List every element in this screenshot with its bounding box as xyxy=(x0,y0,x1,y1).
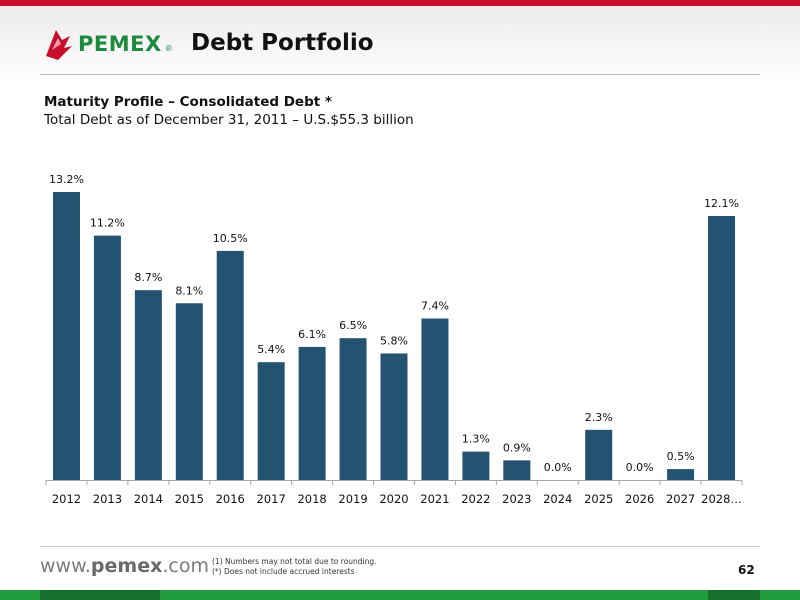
x-tick-label: 2014 xyxy=(134,492,163,506)
x-tick-label: 2015 xyxy=(175,492,204,506)
footer-divider xyxy=(40,546,760,547)
footnote-rounding: (1) Numbers may not total due to roundin… xyxy=(212,557,377,566)
x-tick-label: 2023 xyxy=(502,492,531,506)
pemex-eagle-icon xyxy=(46,30,72,60)
bar-2025 xyxy=(585,429,613,480)
chart-subtitle-line1: Maturity Profile – Consolidated Debt * xyxy=(44,94,332,110)
data-label: 5.8% xyxy=(380,334,408,347)
data-label: 10.5% xyxy=(213,232,248,245)
bar-2019 xyxy=(339,338,367,480)
pemex-logo: PEMEX ® xyxy=(42,26,173,62)
x-tick-label: 2012 xyxy=(52,492,81,506)
bottom-accent-bar xyxy=(0,590,800,600)
data-label: 0.0% xyxy=(626,461,654,474)
x-tick-label: 2027 xyxy=(666,492,695,506)
x-tick-label: 2025 xyxy=(584,492,613,506)
x-tick-label: 2019 xyxy=(338,492,367,506)
url-brand: pemex xyxy=(90,555,163,577)
x-tick-label: 2022 xyxy=(461,492,490,506)
url-suffix: .com xyxy=(162,555,209,577)
data-label: 6.1% xyxy=(298,328,326,341)
data-label: 8.1% xyxy=(175,284,203,297)
bar-2017 xyxy=(257,362,285,480)
x-tick-label: 2024 xyxy=(543,492,572,506)
data-label: 7.4% xyxy=(421,300,449,313)
bottom-bar-segment xyxy=(708,590,760,600)
url-prefix: www. xyxy=(40,555,91,577)
data-label: 6.5% xyxy=(339,319,367,332)
bottom-bar-segment xyxy=(40,590,160,600)
top-accent-bar xyxy=(0,0,800,6)
data-label: 12.1% xyxy=(704,197,739,210)
bar-2022 xyxy=(462,451,490,480)
bar-2023 xyxy=(503,460,531,480)
page-title: Debt Portfolio xyxy=(191,30,374,56)
registered-mark: ® xyxy=(164,43,173,53)
x-tick-label: 2016 xyxy=(216,492,245,506)
bar-2018 xyxy=(298,346,326,480)
bar-2027 xyxy=(667,469,695,480)
data-label: 8.7% xyxy=(134,271,162,284)
bar-2014 xyxy=(134,290,162,480)
x-tick-label: 2020 xyxy=(379,492,408,506)
bar-2015 xyxy=(175,303,203,480)
data-label: 0.9% xyxy=(503,441,531,454)
data-label: 2.3% xyxy=(585,411,613,424)
header-band xyxy=(0,6,800,86)
x-tick-label: 2018 xyxy=(297,492,326,506)
footer-website[interactable]: www.pemex.com xyxy=(40,555,209,577)
x-tick-label: 2028… xyxy=(701,492,742,506)
footnotes: (1) Numbers may not total due to roundin… xyxy=(212,557,377,577)
bar-2028 xyxy=(708,216,736,480)
data-label: 1.3% xyxy=(462,433,490,446)
bar-2012 xyxy=(52,192,80,480)
chart-subtitle-line2: Total Debt as of December 31, 2011 – U.S… xyxy=(44,112,414,128)
bar-2013 xyxy=(93,235,121,480)
x-tick-label: 2017 xyxy=(257,492,286,506)
data-label: 13.2% xyxy=(49,173,84,186)
bar-2020 xyxy=(380,353,408,480)
data-label: 0.5% xyxy=(667,450,695,463)
logo-wordmark: PEMEX xyxy=(78,32,162,56)
data-label: 11.2% xyxy=(90,217,125,230)
page-number: 62 xyxy=(738,563,755,577)
x-tick-label: 2013 xyxy=(93,492,122,506)
footnote-accrued: (*) Does not include accrued interests xyxy=(212,567,355,576)
data-label: 5.4% xyxy=(257,343,285,356)
x-tick-label: 2026 xyxy=(625,492,654,506)
bar-2021 xyxy=(421,318,449,480)
x-tick-label: 2021 xyxy=(420,492,449,506)
bar-2016 xyxy=(216,250,244,480)
header-divider xyxy=(40,74,760,75)
data-label: 0.0% xyxy=(544,461,572,474)
